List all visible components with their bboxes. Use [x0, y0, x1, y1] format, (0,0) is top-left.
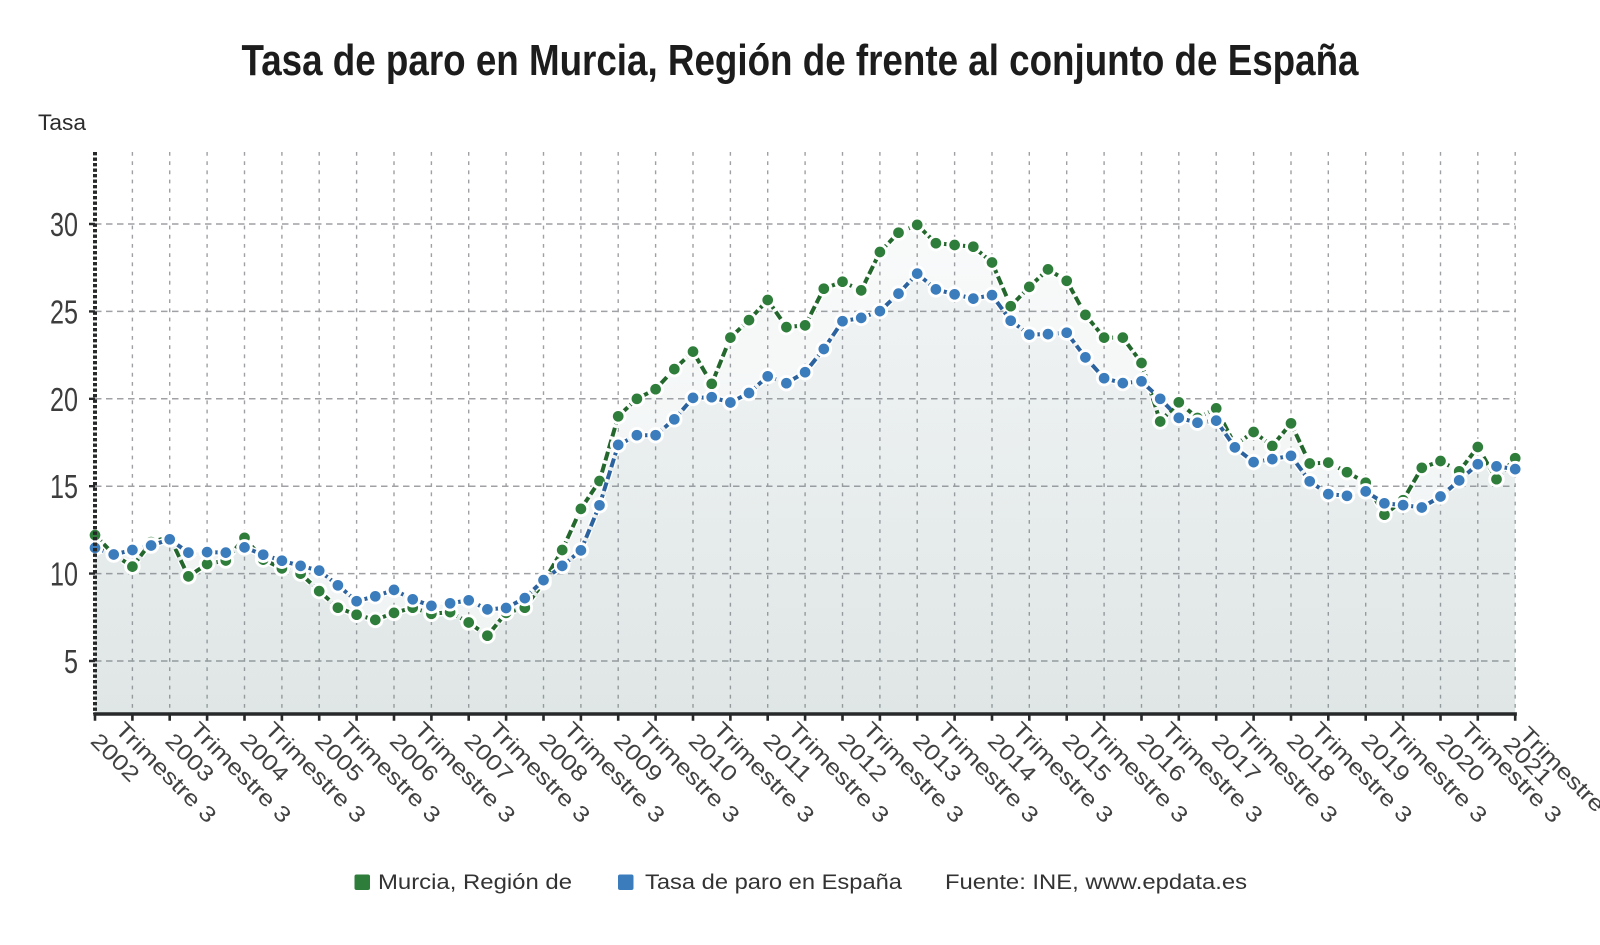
- svg-text:10: 10: [50, 556, 78, 593]
- svg-text:5: 5: [64, 643, 78, 680]
- svg-text:Tasa: Tasa: [38, 110, 87, 135]
- svg-text:Fuente: INE, www.epdata.es: Fuente: INE, www.epdata.es: [945, 871, 1247, 894]
- svg-text:25: 25: [50, 293, 78, 330]
- svg-text:20: 20: [50, 381, 78, 418]
- svg-text:30: 30: [50, 206, 78, 243]
- svg-text:15: 15: [50, 468, 78, 505]
- svg-text:Murcia, Región de: Murcia, Región de: [378, 871, 572, 894]
- svg-text:Tasa de paro en Murcia, Región: Tasa de paro en Murcia, Región de frente…: [242, 36, 1359, 85]
- svg-text:Tasa de paro en España: Tasa de paro en España: [645, 871, 902, 894]
